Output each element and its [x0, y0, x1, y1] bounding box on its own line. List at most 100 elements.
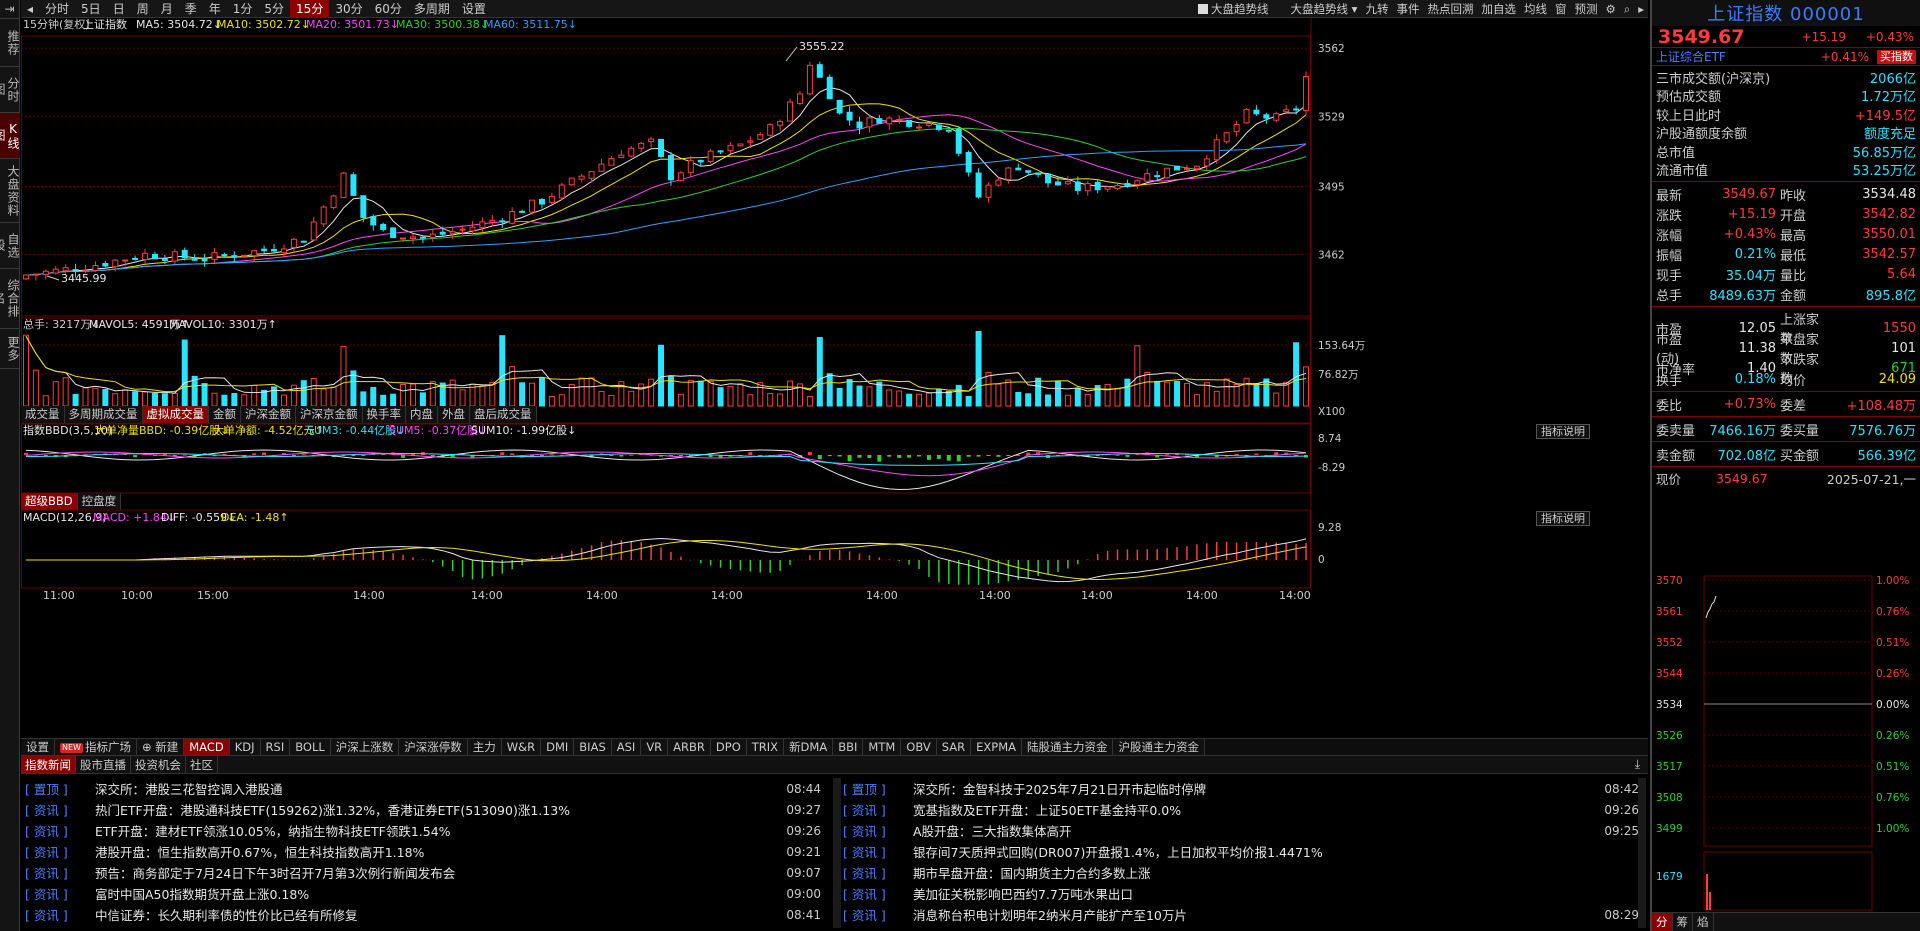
indicator-tab[interactable]: DPO	[710, 739, 747, 755]
news-item[interactable]: [ 资讯 ] 港股开盘：恒生指数高开0.67%，恒生科技指数高开1.18% 09:2…	[25, 841, 825, 862]
toolbar-tool[interactable]: 加自选	[1481, 2, 1516, 16]
toolbar-tool[interactable]: 均线	[1523, 2, 1547, 16]
mini-chart-tab[interactable]: 分	[1652, 913, 1673, 931]
news-tab[interactable]: 投资机会	[131, 756, 186, 773]
indicator-tab[interactable]: 主力	[467, 739, 502, 755]
indicator-tab[interactable]: VR	[641, 739, 669, 755]
news-tag[interactable]: [ 资讯 ]	[25, 803, 68, 818]
indicator-tab[interactable]: 沪深上涨数	[330, 739, 400, 755]
indicator-tab[interactable]: 陆股通主力资金	[1021, 739, 1114, 755]
indicator-tab[interactable]: 沪深涨停数	[399, 739, 468, 755]
volume-tab[interactable]: 多周期成交量	[64, 406, 143, 423]
news-title[interactable]: 港股开盘：恒生指数高开0.67%，恒生科技指数高开1.18%	[95, 845, 425, 860]
period-tab[interactable]: 5日	[81, 1, 101, 16]
toolbar-tool[interactable]: 预测	[1574, 2, 1598, 16]
period-tab[interactable]: 5分	[264, 1, 285, 16]
period-tab[interactable]: 分时	[45, 1, 70, 16]
bbd-tab[interactable]: 超级BBD	[21, 493, 78, 510]
period-tab[interactable]: 年	[208, 1, 221, 16]
news-title[interactable]: ETF开盘：建材ETF领涨10.05%，纳指生物科技ETF领跌1.54%	[95, 824, 451, 839]
news-item[interactable]: [ 资讯 ] A股开盘：三大指数集体高开 09:25	[843, 820, 1643, 841]
news-tag[interactable]: [ 资讯 ]	[843, 887, 886, 902]
news-item[interactable]: [ 资讯 ] 中信证券：长久期利率债的性价比已经有所修复 08:41	[25, 904, 825, 925]
news-tag[interactable]: [ 资讯 ]	[843, 866, 886, 881]
indicator-tab[interactable]: W&R	[501, 739, 542, 755]
indicator-tab[interactable]: MTM	[863, 739, 902, 755]
bbd-tab[interactable]: 控盘度	[77, 493, 122, 510]
news-tag[interactable]: [ 资讯 ]	[25, 908, 68, 923]
period-tab[interactable]: 多周期	[413, 1, 450, 16]
left-nav-item[interactable]: 综合排名	[0, 269, 20, 329]
volume-tab[interactable]: 成交量	[21, 406, 65, 423]
indicator-tab[interactable]: ARBR	[668, 739, 711, 755]
indicator-tab[interactable]: OBV	[901, 739, 937, 755]
mini-chart-tab[interactable]: 筹	[1672, 913, 1693, 931]
news-item[interactable]: [ 资讯 ] 期市早盘开盘：国内期货主力合约多数上涨	[843, 862, 1643, 883]
news-title[interactable]: 消息称台积电计划明年2纳米月产能扩产至10万片	[913, 908, 1187, 923]
trend-line-checkbox[interactable]: 大盘趋势线	[1194, 0, 1273, 18]
left-nav-item[interactable]: 大盘资料	[0, 159, 20, 223]
news-tag[interactable]: [ 置顶 ]	[25, 782, 68, 797]
news-item[interactable]: [ 资讯 ] 银存间7天质押式回购(DR007)开盘报1.4%，上日加权平均价报1…	[843, 841, 1643, 862]
news-item[interactable]: [ 置顶 ] 深交所：港股三花智控调入港股通 08:44	[25, 778, 825, 799]
news-tag[interactable]: [ 资讯 ]	[25, 824, 68, 839]
news-tab[interactable]: 股市直播	[76, 756, 131, 773]
left-nav-item[interactable]: 更多	[0, 329, 20, 369]
search-icon[interactable]: ⌕	[1623, 2, 1631, 16]
indicator-tab[interactable]: BBI	[833, 739, 864, 755]
news-tag[interactable]: [ 资讯 ]	[843, 803, 886, 818]
etf-row[interactable]: 上证综合ETF +0.41% 买指数	[1652, 48, 1920, 66]
etf-name[interactable]: 上证综合ETF	[1656, 50, 1726, 64]
news-item[interactable]: [ 资讯 ] 宽基指数及ETF开盘：上证50ETF基金持平0.0% 09:26	[843, 799, 1643, 820]
news-title[interactable]: 美加征关税影响巴西约7.7万吨水果出口	[913, 887, 1133, 902]
news-title[interactable]: 预告：商务部定于7月24日下午3时召开7月第3次例行新闻发布会	[95, 866, 456, 881]
indicator-square-tab[interactable]: NEW 指标广场	[55, 739, 137, 755]
toolbar-tool[interactable]: 九转	[1365, 2, 1389, 16]
volume-tab[interactable]: 盘后成交量	[470, 406, 537, 423]
period-tab[interactable]: 周	[136, 1, 149, 16]
news-item[interactable]: [ 资讯 ] 消息称台积电计划明年2纳米月产能扩产至10万片 08:29	[843, 904, 1643, 925]
indicator-tab[interactable]: DMI	[541, 739, 575, 755]
left-nav-item[interactable]: K线图	[0, 113, 20, 159]
news-scrollbar-right[interactable]	[1638, 778, 1646, 928]
indicator-settings-button[interactable]: 设置	[21, 739, 55, 755]
period-tab[interactable]: 季	[184, 1, 197, 16]
indicator-tab[interactable]: EXPMA	[971, 739, 1022, 755]
download-icon[interactable]: ⤓	[1634, 757, 1640, 771]
news-title[interactable]: 中信证券：长久期利率债的性价比已经有所修复	[95, 908, 358, 923]
news-item[interactable]: [ 资讯 ] 富时中国A50指数期货开盘上涨0.18% 09:00	[25, 883, 825, 904]
indicator-tab[interactable]: ASI	[611, 739, 642, 755]
news-tag[interactable]: [ 置顶 ]	[843, 782, 886, 797]
news-item[interactable]: [ 置顶 ] 深交所：金智科技于2025年7月21日开市起临时停牌 08:42	[843, 778, 1643, 799]
news-tag[interactable]: [ 资讯 ]	[843, 908, 886, 923]
news-title[interactable]: 深交所：港股三花智控调入港股通	[95, 782, 283, 797]
indicator-tab[interactable]: BIAS	[574, 739, 612, 755]
left-nav-item[interactable]: 推荐	[0, 19, 20, 67]
volume-tab[interactable]: 内盘	[406, 406, 438, 423]
indicator-tab[interactable]: KDJ	[229, 739, 261, 755]
volume-tab[interactable]: 换手率	[362, 406, 406, 423]
news-item[interactable]: [ 资讯 ] ETF开盘：建材ETF领涨10.05%，纳指生物科技ETF领跌1.5…	[25, 820, 825, 841]
indicator-tab[interactable]: MACD	[184, 739, 230, 755]
indicator-tab[interactable]: TRIX	[746, 739, 785, 755]
news-title[interactable]: A股开盘：三大指数集体高开	[913, 824, 1072, 839]
news-tag[interactable]: [ 资讯 ]	[25, 845, 68, 860]
indicator-new-tab[interactable]: ⊕ 新建	[136, 739, 185, 755]
news-title[interactable]: 宽基指数及ETF开盘：上证50ETF基金持平0.0%	[913, 803, 1182, 818]
volume-tab[interactable]: 外盘	[438, 406, 470, 423]
indicator-tab[interactable]: 沪股通主力资金	[1113, 739, 1205, 755]
news-tag[interactable]: [ 资讯 ]	[25, 887, 68, 902]
period-tab[interactable]: 日	[112, 1, 125, 16]
news-tab[interactable]: 指数新闻	[21, 756, 76, 773]
left-nav-item[interactable]: 分时图	[0, 67, 20, 113]
volume-tab[interactable]: 虚拟成交量	[142, 406, 209, 423]
period-tab[interactable]: 30分	[335, 1, 363, 16]
news-title[interactable]: 期市早盘开盘：国内期货主力合约多数上涨	[913, 866, 1151, 881]
macd-explain-button[interactable]: 指标说明	[1536, 511, 1590, 526]
news-title[interactable]: 富时中国A50指数期货开盘上涨0.18%	[95, 887, 310, 902]
period-tab[interactable]: 1分	[232, 1, 253, 16]
next-arrow-icon[interactable]: ▸	[1638, 2, 1644, 16]
news-tag[interactable]: [ 资讯 ]	[25, 866, 68, 881]
expand-arrow-icon[interactable]: ⇥	[0, 0, 20, 19]
news-scrollbar-left[interactable]	[833, 778, 841, 928]
